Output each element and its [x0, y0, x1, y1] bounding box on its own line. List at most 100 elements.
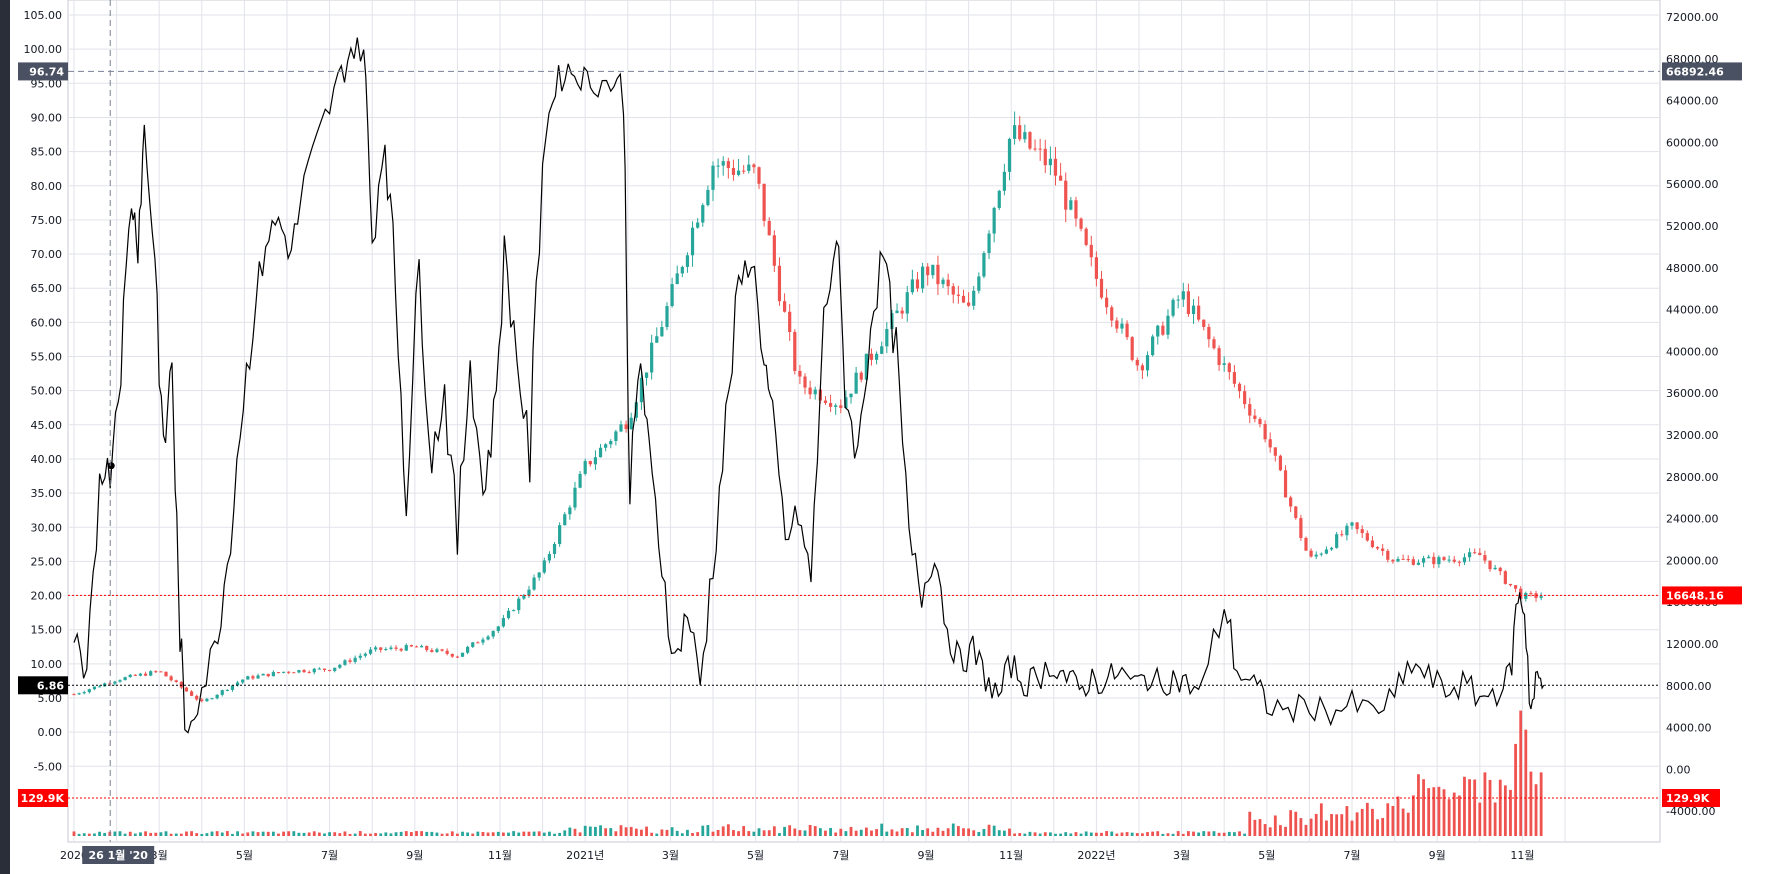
candle-body — [1473, 552, 1477, 554]
candle-body — [593, 457, 598, 465]
candle-body — [271, 672, 275, 677]
left-tick-label: 30.00 — [31, 521, 63, 534]
candle-body — [425, 645, 429, 651]
candle-body — [1437, 557, 1441, 565]
price-lines — [68, 0, 1660, 842]
candle-body — [138, 673, 143, 676]
candle-body — [1243, 391, 1247, 405]
right-tick-label: 28000.00 — [1666, 471, 1719, 484]
volume-bar — [369, 833, 372, 836]
volume-bar — [174, 833, 178, 836]
volume-bar — [1330, 813, 1333, 836]
candle-body — [179, 681, 183, 688]
volume-bar — [604, 828, 608, 836]
candle-body — [798, 370, 802, 377]
candle-body — [767, 220, 771, 236]
candle-body — [297, 670, 301, 673]
candle-body — [859, 372, 863, 380]
volume-bar — [236, 831, 239, 836]
candle-body — [1309, 550, 1313, 557]
volume-bar — [1268, 827, 1272, 836]
oscillator-series-line — [73, 37, 1545, 734]
candle-body — [844, 397, 848, 408]
volume-bar — [1217, 832, 1221, 836]
volume-bar — [854, 830, 858, 836]
volume-bar — [1171, 833, 1175, 836]
candle-body — [1094, 257, 1098, 279]
candle-body — [200, 699, 204, 702]
candle-body — [235, 682, 240, 686]
candle-body — [1013, 125, 1017, 139]
candle-body — [864, 353, 868, 380]
volume-bar — [445, 833, 449, 836]
volume-bar — [1534, 784, 1538, 836]
volume-bar — [185, 831, 188, 836]
volume-bar — [1524, 729, 1528, 836]
volume-bar — [302, 832, 306, 836]
candle-body — [752, 164, 756, 168]
volume-bar — [1161, 833, 1165, 836]
left-tick-label: 15.00 — [31, 624, 63, 637]
volume-bar — [1304, 824, 1308, 836]
volume-bar — [1222, 832, 1226, 836]
volume-bar — [210, 831, 214, 836]
volume-bar — [1391, 805, 1395, 836]
candle-body — [1299, 518, 1303, 538]
candle-body — [496, 626, 500, 632]
volume-bar — [1115, 833, 1119, 836]
candle-body — [246, 676, 250, 680]
candle-body — [522, 595, 526, 599]
volume-bar — [992, 825, 996, 836]
candle-body — [1329, 547, 1334, 550]
right-tick-label: 12000.00 — [1666, 638, 1719, 651]
volume-bar — [1386, 803, 1390, 836]
crosshair-right-value-bg — [1662, 62, 1742, 81]
candle-body — [639, 377, 644, 403]
right-tick-label: 0.00 — [1666, 763, 1691, 776]
time-tick-label: 2021년 — [566, 849, 604, 862]
volume-bar — [1376, 819, 1379, 836]
left-tick-label: 35.00 — [31, 487, 63, 500]
candle-body — [1360, 529, 1364, 534]
candle-body — [481, 639, 485, 643]
volume-bar — [629, 826, 633, 836]
right-tick-label: 4000.00 — [1666, 722, 1712, 735]
volume-bar — [1360, 808, 1364, 836]
candle-body — [1488, 560, 1492, 570]
volume-bar — [563, 830, 567, 836]
volume-bar — [619, 825, 623, 836]
candle-body — [169, 676, 173, 681]
left-tick-label: 5.00 — [38, 692, 63, 705]
volume-bar — [404, 831, 408, 836]
candle-body — [578, 473, 582, 488]
candle-body — [874, 353, 879, 360]
candle-body — [1406, 559, 1410, 561]
candle-body — [251, 676, 255, 679]
candle-body — [1007, 138, 1012, 172]
left-tick-label: 90.00 — [31, 111, 63, 124]
candle-body — [1370, 540, 1375, 548]
candle-body — [368, 649, 373, 654]
left-tick-label: 10.00 — [31, 658, 63, 671]
candle-body — [394, 647, 398, 649]
candle-body — [803, 376, 807, 388]
volume-bar — [1048, 832, 1052, 836]
volume-bar — [103, 832, 107, 836]
volume-bar — [144, 831, 147, 836]
oscillator-last-value-bg — [18, 676, 68, 695]
volume-bar — [379, 833, 383, 836]
candle-body — [854, 372, 858, 394]
time-tick-label: 9월 — [917, 849, 934, 862]
candle-body — [420, 645, 424, 648]
candle-body — [736, 170, 741, 175]
volume-bar — [1493, 802, 1497, 836]
candle-body — [731, 168, 736, 175]
time-tick-label: 3월 — [151, 849, 168, 862]
candle-body — [409, 645, 413, 647]
candle-body — [82, 692, 86, 694]
candle-body — [1125, 323, 1129, 338]
candle-body — [885, 329, 889, 347]
volume-bar — [783, 826, 786, 836]
candle-body — [721, 161, 725, 166]
